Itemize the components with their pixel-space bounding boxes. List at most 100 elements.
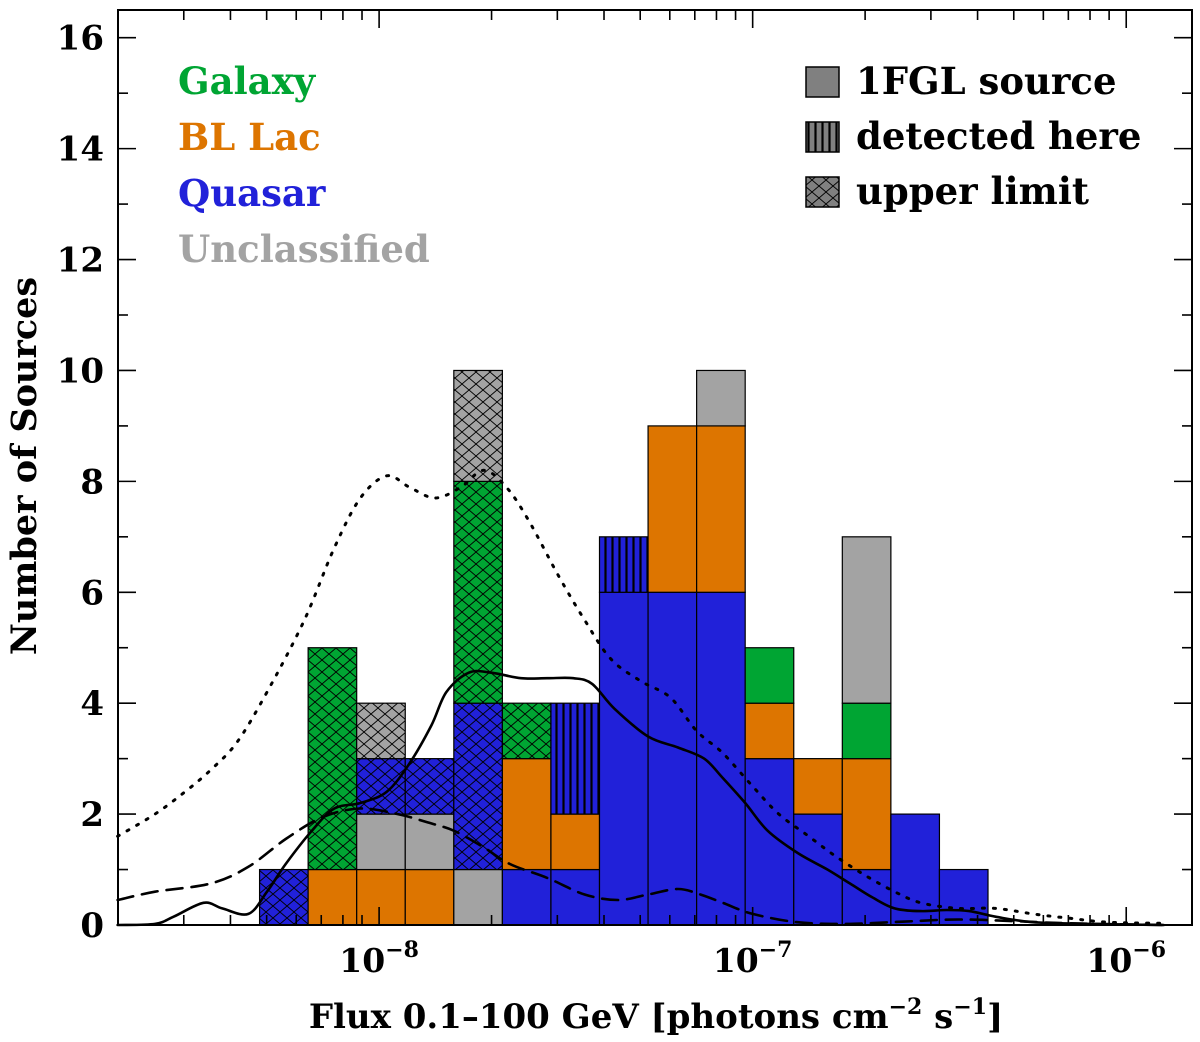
bar-fill-unclassified — [453, 869, 503, 925]
bar-segment — [841, 758, 892, 871]
ticks-layer — [117, 10, 1192, 926]
bar-fill-quasar — [745, 758, 794, 925]
bar-pattern-crosshatch — [356, 703, 406, 759]
y-tick-labels: 0 2 4 6 8 10 12 14 16 — [57, 19, 104, 946]
bar-segment — [501, 758, 552, 871]
bar-segment — [453, 480, 503, 704]
bar-pattern-crosshatch — [453, 481, 503, 704]
x-axis-label: Flux 0.1–100 GeV [photons cm−2 s−1] — [309, 994, 1003, 1037]
bar-segment — [744, 702, 795, 760]
bar-fill-bl-lac — [550, 814, 600, 870]
bar-segment — [744, 647, 795, 704]
bar-segment — [647, 591, 698, 926]
bar-fill-quasar — [648, 592, 697, 925]
bar-segment — [550, 702, 601, 815]
bar-segment — [453, 702, 503, 871]
bar-outline — [696, 369, 746, 427]
legend-swatch-outline — [805, 66, 840, 98]
bar-outline — [744, 647, 795, 704]
bar-fill-bl-lac — [696, 425, 746, 593]
plot-frame — [117, 9, 1193, 926]
bar-fill-quasar — [793, 814, 843, 925]
y-tick-label: 14 — [57, 130, 104, 170]
bar-fill-bl-lac — [745, 703, 794, 759]
bar-outline — [453, 369, 503, 482]
bar-fill-bl-lac — [308, 869, 357, 925]
bar-pattern-crosshatch — [308, 647, 357, 870]
bar-segment — [356, 758, 406, 815]
legend-label-solid: 1FGL source — [856, 59, 1116, 103]
bar-fill-quasar — [599, 592, 649, 925]
bar-segment — [356, 702, 406, 760]
bar-fill-quasar — [890, 814, 940, 925]
legend-swatch-pattern — [806, 177, 839, 207]
bar-segment — [841, 868, 892, 926]
y-tick-label: 12 — [57, 241, 104, 281]
legend-swatch-pattern — [806, 122, 839, 152]
bar-segment — [696, 369, 746, 427]
bar-pattern-crosshatch — [405, 758, 454, 815]
bar-segment — [258, 868, 309, 926]
bar-segment — [598, 591, 649, 926]
bar-fill-bl-lac — [793, 758, 843, 815]
bar-segment — [793, 758, 843, 815]
legend-label-vertical: detected here — [856, 114, 1141, 158]
y-axis-label: Number of Sources — [4, 277, 45, 655]
y-tick-label: 10 — [57, 351, 104, 391]
bar-segment — [404, 868, 455, 926]
bar-segment — [404, 758, 455, 815]
bar-segment — [647, 425, 698, 593]
bar-fill-bl-lac — [842, 758, 891, 870]
pattern-legend: 1FGL source detected here upper limit — [805, 59, 1141, 213]
bars-layer — [258, 369, 989, 926]
curve-solid — [116, 669, 1165, 927]
bar-segment — [841, 536, 892, 704]
y-tick-label: 4 — [80, 684, 104, 724]
class-legend: Galaxy BL Lac Quasar Unclassified — [178, 59, 430, 271]
bar-pattern-crosshatch — [356, 758, 406, 815]
bar-segment — [453, 868, 503, 926]
legend-quasar: Quasar — [178, 171, 326, 215]
y-tick-label: 2 — [80, 795, 104, 835]
curve-dashed — [116, 807, 1165, 927]
bar-segment — [356, 813, 406, 871]
x-tick-label: 10−8 — [339, 937, 419, 980]
bar-pattern-crosshatch — [453, 370, 503, 482]
bar-fill-unclassified — [696, 370, 746, 426]
y-tick-label: 16 — [57, 19, 104, 59]
bar-pattern-vertical — [599, 536, 649, 593]
bar-fill-quasar — [939, 869, 989, 925]
legend-unclassified: Unclassified — [178, 227, 430, 271]
bar-segment — [453, 369, 503, 482]
bar-fill-bl-lac — [648, 425, 697, 593]
legend-swatch-outline — [805, 121, 840, 153]
bar-fill-bl-lac — [502, 758, 551, 870]
x-tick-label: 10−7 — [713, 937, 793, 980]
bar-fill-quasar — [502, 869, 551, 925]
y-tick-label: 8 — [80, 462, 104, 502]
bar-fill-bl-lac — [356, 869, 406, 925]
bar-segment — [307, 647, 358, 871]
curve-dotted — [116, 468, 1166, 925]
bar-outline — [356, 702, 406, 760]
bar-pattern-crosshatch — [259, 869, 309, 925]
bar-outline — [841, 536, 892, 704]
bar-fill-galaxy — [842, 703, 891, 759]
bar-pattern-vertical — [550, 703, 600, 815]
bar-fill-unclassified — [356, 814, 406, 870]
bar-segment — [307, 868, 358, 926]
bar-segment — [356, 868, 406, 926]
curves-layer — [116, 468, 1166, 927]
legend-bl-lac: BL Lac — [178, 115, 321, 159]
bar-segment — [793, 813, 843, 926]
legend-swatch-outline — [805, 176, 840, 208]
bar-fill-quasar — [842, 869, 891, 925]
bar-segment — [744, 758, 795, 926]
bar-fill-unclassified — [842, 536, 891, 704]
y-tick-label: 6 — [80, 573, 104, 613]
bar-pattern-crosshatch — [453, 703, 503, 870]
bar-fill-bl-lac — [405, 869, 454, 925]
bar-segment — [550, 813, 601, 871]
legend-galaxy: Galaxy — [178, 59, 317, 103]
